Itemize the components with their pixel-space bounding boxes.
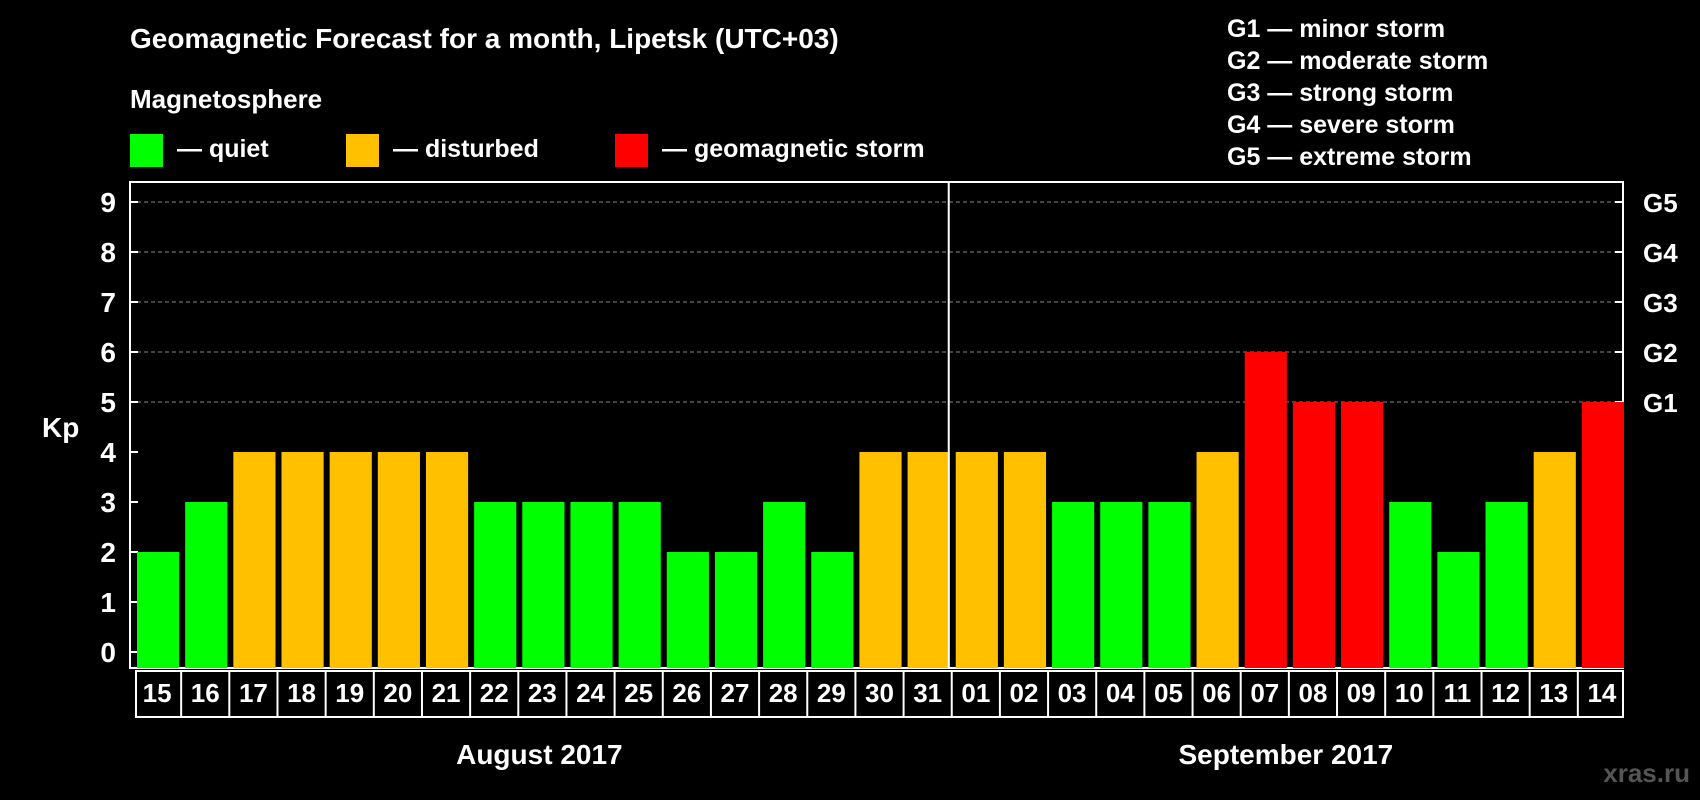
- x-tick-label: 31: [913, 678, 942, 708]
- y-tick-label: 8: [100, 237, 116, 268]
- bar: [907, 452, 950, 668]
- bar: [425, 452, 469, 668]
- bar: [1100, 502, 1143, 668]
- x-tick-label: 25: [624, 678, 653, 708]
- bar: [474, 502, 517, 668]
- bar: [811, 552, 854, 668]
- bar: [570, 502, 613, 668]
- bar: [185, 502, 228, 668]
- x-tick-label: 15: [143, 678, 172, 708]
- chart-title: Geomagnetic Forecast for a month, Lipets…: [130, 23, 839, 54]
- bar: [1437, 552, 1480, 668]
- x-tick-label: 21: [432, 678, 461, 708]
- right-tick-label: G4: [1643, 238, 1678, 268]
- bar: [666, 552, 709, 668]
- bar: [714, 552, 758, 668]
- y-tick-label: 2: [100, 537, 116, 568]
- month-label: August 2017: [456, 739, 623, 770]
- bar: [1148, 502, 1191, 668]
- x-tick-label: 02: [1010, 678, 1039, 708]
- bar: [1341, 402, 1384, 668]
- bar: [1389, 502, 1432, 668]
- bar: [1244, 352, 1287, 668]
- legend-label-quiet: — quiet: [177, 135, 269, 163]
- x-tick-label: 17: [239, 678, 268, 708]
- x-tick-label: 07: [1250, 678, 1279, 708]
- storm-scale-g5: G5 — extreme storm: [1227, 143, 1472, 171]
- bar: [1292, 402, 1336, 668]
- x-tick-label: 27: [721, 678, 750, 708]
- bar: [763, 502, 806, 668]
- bar: [1003, 452, 1047, 668]
- y-axis-label: Kp: [42, 412, 79, 443]
- month-label: September 2017: [1178, 739, 1393, 770]
- legend-label-disturbed: — disturbed: [393, 135, 539, 163]
- legend-swatch-storm: [615, 134, 648, 167]
- x-tick-label: 22: [480, 678, 509, 708]
- bar: [618, 502, 661, 668]
- y-tick-label: 9: [100, 187, 116, 218]
- bar: [1052, 502, 1095, 668]
- x-tick-label: 26: [672, 678, 701, 708]
- bar: [1581, 402, 1624, 668]
- x-tick-label: 06: [1202, 678, 1231, 708]
- right-tick-label: G2: [1643, 338, 1678, 368]
- magnetosphere-label: Magnetosphere: [130, 84, 322, 114]
- y-tick-label: 6: [100, 337, 116, 368]
- x-tick-label: 18: [287, 678, 316, 708]
- y-tick-label: 5: [100, 387, 116, 418]
- legend-swatch-disturbed: [346, 134, 379, 167]
- x-tick-label: 10: [1395, 678, 1424, 708]
- x-tick-label: 19: [335, 678, 364, 708]
- x-tick-label: 16: [191, 678, 220, 708]
- y-tick-label: 7: [100, 287, 116, 318]
- storm-scale-g1: G1 — minor storm: [1227, 15, 1445, 43]
- storm-scale-g2: G2 — moderate storm: [1227, 47, 1488, 75]
- x-tick-label: 14: [1587, 678, 1616, 708]
- bar: [1196, 452, 1239, 668]
- x-tick-label: 13: [1539, 678, 1568, 708]
- x-tick-label: 01: [961, 678, 990, 708]
- y-tick-label: 0: [100, 637, 116, 668]
- x-tick-label: 24: [576, 678, 605, 708]
- x-tick-label: 30: [865, 678, 894, 708]
- bar: [1533, 452, 1576, 668]
- storm-scale-g4: G4 — severe storm: [1227, 111, 1455, 139]
- right-tick-label: G1: [1643, 388, 1678, 418]
- legend-label-storm: — geomagnetic storm: [662, 135, 925, 163]
- bar: [137, 552, 180, 668]
- legend-swatch-quiet: [130, 134, 163, 167]
- x-tick-label: 12: [1491, 678, 1520, 708]
- x-tick-label: 09: [1347, 678, 1376, 708]
- x-tick-label: 03: [1058, 678, 1087, 708]
- x-tick-label: 23: [528, 678, 557, 708]
- x-tick-label: 29: [817, 678, 846, 708]
- day-box-frame: [135, 670, 1624, 718]
- watermark: xras.ru: [1603, 758, 1690, 788]
- bar: [233, 452, 276, 668]
- x-tick-label: 08: [1298, 678, 1327, 708]
- bar: [955, 452, 998, 668]
- y-tick-label: 4: [100, 437, 116, 468]
- x-tick-label: 05: [1154, 678, 1183, 708]
- storm-scale-g3: G3 — strong storm: [1227, 79, 1453, 107]
- x-tick-label: 11: [1444, 678, 1472, 708]
- bar: [1485, 502, 1528, 668]
- bar: [329, 452, 372, 668]
- right-tick-label: G5: [1643, 188, 1678, 218]
- bar: [377, 452, 420, 668]
- bar: [281, 452, 324, 668]
- x-tick-label: 28: [769, 678, 798, 708]
- bar: [522, 502, 565, 668]
- bar: [859, 452, 902, 668]
- x-tick-label: 20: [383, 678, 412, 708]
- y-tick-label: 1: [100, 587, 116, 618]
- right-tick-label: G3: [1643, 288, 1678, 318]
- y-tick-label: 3: [100, 487, 116, 518]
- x-tick-label: 04: [1106, 678, 1135, 708]
